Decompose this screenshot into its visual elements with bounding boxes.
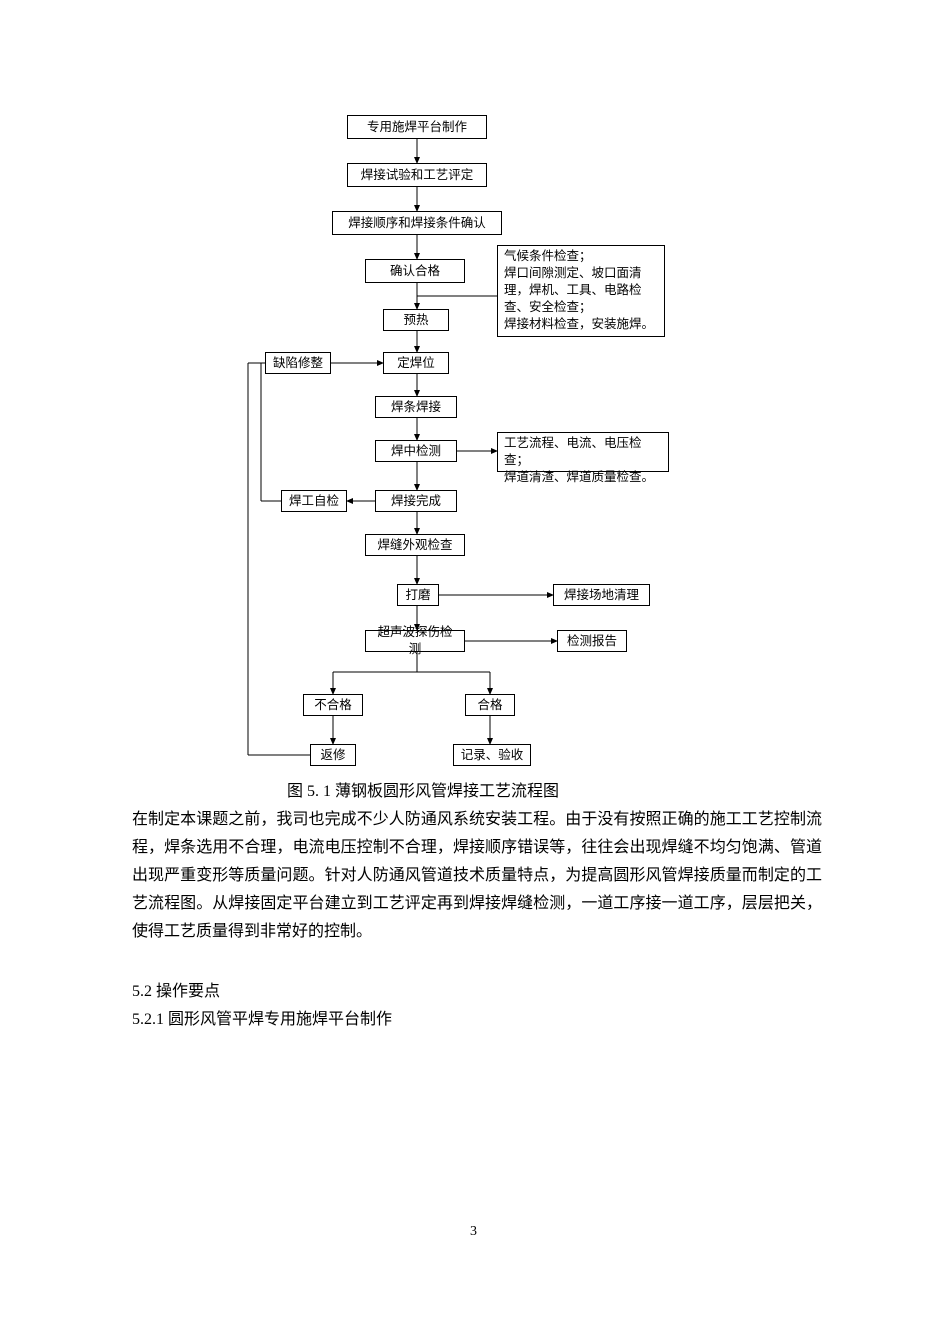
- flow-node-nL1: 缺陷修整: [265, 352, 331, 374]
- flow-node-n9: 焊接完成: [375, 490, 457, 512]
- flow-node-n12: 超声波探伤检测: [365, 630, 465, 652]
- paragraph-text: 在制定本课题之前，我司也完成不少人防通风系统安装工程。由于没有按照正确的施工工艺…: [132, 806, 822, 946]
- flow-node-n11: 打磨: [397, 584, 439, 606]
- section-5-2-1: 5.2.1 圆形风管平焊专用施焊平台制作: [132, 1005, 392, 1029]
- flow-node-n2: 焊接试验和工艺评定: [347, 163, 487, 187]
- figure-caption: 图 5. 1 薄钢板圆形风管焊接工艺流程图: [287, 777, 559, 801]
- flow-node-n5: 预热: [383, 309, 449, 331]
- flowchart-container: 专用施焊平台制作焊接试验和工艺评定焊接顺序和焊接条件确认确认合格预热 气候条件检查…: [0, 0, 950, 820]
- flow-node-n3: 焊接顺序和焊接条件确认: [332, 211, 502, 235]
- page-number: 3: [470, 1224, 477, 1240]
- flow-node-n16: 记录、验收: [453, 744, 531, 766]
- flow-node-nR4: 检测报告: [557, 630, 627, 652]
- flow-node-nR2: 工艺流程、电流、电压检查； 焊道清渣、焊道质量检查。: [497, 432, 669, 472]
- flow-node-n1: 专用施焊平台制作: [347, 115, 487, 139]
- flow-node-n15: 返修: [310, 744, 356, 766]
- flow-node-n13: 不合格: [303, 694, 363, 716]
- page: 专用施焊平台制作焊接试验和工艺评定焊接顺序和焊接条件确认确认合格预热 气候条件检查…: [0, 0, 950, 1344]
- flow-node-nL2: 焊工自检: [281, 490, 347, 512]
- flow-node-n6: 定焊位: [383, 352, 449, 374]
- flow-node-nR3: 焊接场地清理: [553, 584, 650, 606]
- section-5-2: 5.2 操作要点: [132, 977, 220, 1001]
- flow-node-n4: 确认合格: [365, 259, 465, 283]
- flow-node-nR1: 气候条件检查； 焊口间隙测定、坡口面清理，焊机、工具、电路检查、安全检查； 焊接…: [497, 245, 665, 337]
- flow-node-n8: 焊中检测: [375, 440, 457, 462]
- flow-node-n14: 合格: [465, 694, 515, 716]
- flow-node-n10: 焊缝外观检查: [365, 534, 465, 556]
- flow-node-n7: 焊条焊接: [375, 396, 457, 418]
